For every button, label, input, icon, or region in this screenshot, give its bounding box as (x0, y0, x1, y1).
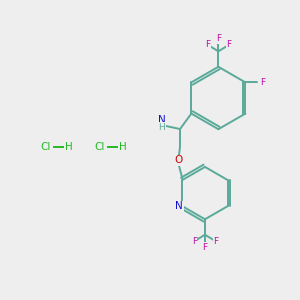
Text: F: F (226, 40, 232, 49)
Text: F: F (213, 237, 218, 246)
Text: O: O (174, 155, 183, 165)
Text: Cl: Cl (94, 142, 105, 152)
Text: F: F (260, 78, 266, 87)
Text: H: H (158, 123, 165, 132)
Text: F: F (192, 237, 197, 246)
Text: H: H (65, 142, 73, 152)
Text: N: N (176, 201, 183, 211)
Text: H: H (119, 142, 127, 152)
Text: F: F (202, 243, 208, 252)
Text: Cl: Cl (41, 142, 51, 152)
Text: N: N (158, 115, 166, 125)
Text: F: F (216, 34, 221, 43)
Text: F: F (205, 40, 210, 49)
